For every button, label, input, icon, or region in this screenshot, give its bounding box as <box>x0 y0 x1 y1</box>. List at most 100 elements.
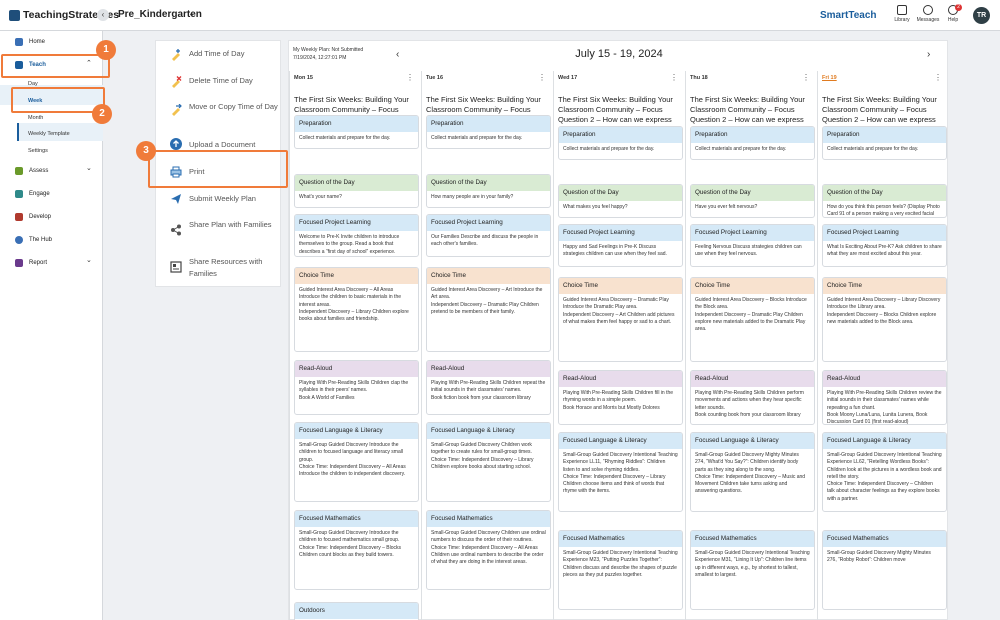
activity-card[interactable]: Choice Time Guided Interest Area Discover… <box>294 267 419 352</box>
sidebar-subitem-month[interactable]: Month <box>28 115 44 121</box>
activity-card[interactable]: Read-Aloud Playing With Pre-Reading Skill… <box>426 360 551 415</box>
library-icon <box>897 5 907 15</box>
activity-card[interactable]: Choice Time Guided Interest Area Discover… <box>690 277 815 362</box>
sidebar-subitem-settings[interactable]: Settings <box>28 148 48 154</box>
menu-item-upload-a-document[interactable]: Upload a Document <box>156 138 282 162</box>
sidebar-item-report[interactable]: Report <box>15 259 47 267</box>
sidebar-item-label: Report <box>29 260 48 266</box>
activity-description: Small-Group Guided Discovery Intentional… <box>695 550 810 578</box>
activity-card[interactable]: Preparation Collect materials and prepare… <box>558 126 683 160</box>
activity-card[interactable]: Question of the Day How do you think this… <box>822 184 947 218</box>
sidebar-item-label: The Hub <box>29 237 53 243</box>
activity-card[interactable]: Focused Project Learning What Is Exciting… <box>822 224 947 267</box>
activity-card[interactable]: Focused Language & Literacy Small-Group G… <box>426 422 551 502</box>
activity-category: Choice Time <box>823 278 946 294</box>
activity-card[interactable]: Read-Aloud Playing With Pre-Reading Skill… <box>690 370 815 425</box>
activity-card[interactable]: Focused Language & Literacy Small-Group G… <box>294 422 419 502</box>
avatar[interactable]: TR <box>973 7 990 24</box>
sidebar-item-teach[interactable]: Teach <box>15 61 46 69</box>
menu-item-label: Share Resources with Families <box>189 257 263 278</box>
activity-card[interactable]: Question of the Day Have you ever felt ne… <box>690 184 815 218</box>
activity-card[interactable]: Focused Mathematics Small-Group Guided Di… <box>690 530 815 610</box>
teachingstrategies-logo[interactable]: TeachingStrategies <box>9 9 119 21</box>
menu-item-submit-weekly-plan[interactable]: Submit Weekly Plan <box>156 192 282 216</box>
activity-category: Read-Aloud <box>691 371 814 387</box>
previous-week-button[interactable]: ‹ <box>396 49 400 60</box>
activity-card[interactable]: Focused Mathematics Small-Group Guided Di… <box>822 530 947 610</box>
activity-description: Guided Interest Area Discovery – Art Int… <box>431 287 543 315</box>
menu-item-add-time-of-day[interactable]: Add Time of Day <box>156 47 282 71</box>
activity-category: Focused Mathematics <box>691 531 814 547</box>
activity-card[interactable]: Focused Language & Literacy Small-Group G… <box>822 432 947 512</box>
activity-category: Focused Mathematics <box>823 531 946 547</box>
activity-category: Focused Mathematics <box>559 531 682 547</box>
kebab-menu-icon[interactable]: ⋮ <box>538 73 546 82</box>
activity-card[interactable]: Read-Aloud Playing With Pre-Reading Skill… <box>294 360 419 415</box>
kebab-menu-icon[interactable]: ⋮ <box>670 73 678 82</box>
sidebar-item-the-hub[interactable]: The Hub <box>15 236 52 244</box>
activity-card[interactable]: Preparation Collect materials and prepare… <box>822 126 947 160</box>
messages-button[interactable]: Messages <box>916 4 940 23</box>
activity-card[interactable]: Preparation Collect materials and prepare… <box>690 126 815 160</box>
activity-card[interactable]: Focused Language & Literacy Small-Group G… <box>558 432 683 512</box>
activity-card[interactable]: Question of the Day What makes you feel h… <box>558 184 683 218</box>
next-week-button[interactable]: › <box>927 49 931 60</box>
activity-card[interactable]: Question of the Day How many people are i… <box>426 174 551 208</box>
sidebar-subitem-weekly-template[interactable]: Weekly Template <box>28 131 70 137</box>
activity-category: Question of the Day <box>691 185 814 201</box>
activity-card[interactable]: Read-Aloud Playing With Pre-Reading Skill… <box>822 370 947 425</box>
activity-card[interactable]: Choice Time Guided Interest Area Discover… <box>558 277 683 362</box>
menu-item-delete-time-of-day[interactable]: Delete Time of Day <box>156 74 282 98</box>
activity-card[interactable]: Focused Project Learning Our Families Des… <box>426 214 551 257</box>
plan-actions-menu: Add Time of Day Delete Time of Day Move … <box>155 40 281 287</box>
help-badge: 2 <box>955 4 962 11</box>
share-icon <box>171 224 181 236</box>
menu-item-share-resources-with-families[interactable]: Share Resources with Families <box>156 255 282 285</box>
sidebar-subitem-day[interactable]: Day <box>28 81 38 87</box>
chevron-up-icon[interactable]: ⌃ <box>86 60 92 67</box>
activity-card[interactable]: Read-Aloud Playing With Pre-Reading Skill… <box>558 370 683 425</box>
sidebar-item-engage[interactable]: Engage <box>15 190 50 198</box>
activity-card[interactable]: Choice Time Guided Interest Area Discover… <box>822 277 947 362</box>
kebab-menu-icon[interactable]: ⋮ <box>802 73 810 82</box>
smartteach-brand: SmartTeach <box>820 10 877 21</box>
activity-description: Small-Group Guided Discovery Mighty Minu… <box>695 452 806 495</box>
activity-description: Small-Group Guided Discovery Introduce t… <box>299 530 401 558</box>
activity-card[interactable]: Focused Project Learning Feeling Nervous … <box>690 224 815 267</box>
activity-description: What Is Exciting About Pre-K? Ask childr… <box>827 244 942 258</box>
activity-category: Focused Project Learning <box>691 225 814 241</box>
activity-card[interactable]: Focused Mathematics Small-Group Guided Di… <box>426 510 551 590</box>
sidebar-subitem-week[interactable]: Week <box>28 98 43 104</box>
chevron-down-icon[interactable]: ⌄ <box>188 8 196 18</box>
kebab-menu-icon[interactable]: ⋮ <box>406 73 414 82</box>
activity-card[interactable]: Question of the Day What's your name? <box>294 174 419 208</box>
messages-label: Messages <box>916 17 940 23</box>
menu-item-print[interactable]: Print <box>156 165 282 189</box>
activity-card[interactable]: Choice Time Guided Interest Area Discover… <box>426 267 551 352</box>
sidebar-item-label: Assess <box>29 168 49 174</box>
activity-card[interactable]: Focused Project Learning Welcome to Pre-K… <box>294 214 419 257</box>
class-selector[interactable]: Pre_Kindergarten <box>118 9 202 20</box>
collapse-sidebar-button[interactable]: ‹ <box>97 9 109 21</box>
activity-description: Feeling Nervous Discuss strategies child… <box>695 244 802 258</box>
activity-category: Question of the Day <box>427 175 550 191</box>
activity-card[interactable]: Focused Mathematics Small-Group Guided Di… <box>558 530 683 610</box>
chevron-down-icon[interactable]: ⌄ <box>86 165 92 172</box>
activity-card[interactable]: Focused Language & Literacy Small-Group G… <box>690 432 815 512</box>
activity-card[interactable]: Outdoors <box>294 602 419 620</box>
sidebar-item-assess[interactable]: Assess <box>15 167 48 175</box>
sidebar-item-home[interactable]: Home <box>15 38 45 46</box>
menu-item-share-plan-with-families[interactable]: Share Plan with Families <box>156 218 282 248</box>
sidebar-item-develop[interactable]: Develop <box>15 213 51 221</box>
activity-card[interactable]: Preparation Collect materials and prepare… <box>426 115 551 149</box>
sidebar-item-label: Teach <box>29 62 46 68</box>
library-button[interactable]: Library <box>890 4 914 23</box>
submit-icon <box>171 194 181 204</box>
activity-card[interactable]: Focused Project Learning Happy and Sad Fe… <box>558 224 683 267</box>
activity-card[interactable]: Preparation Collect materials and prepare… <box>294 115 419 149</box>
chevron-down-icon[interactable]: ⌄ <box>86 257 92 264</box>
menu-item-move-or-copy-time-of-day[interactable]: Move or Copy Time of Day <box>156 100 282 132</box>
kebab-menu-icon[interactable]: ⋮ <box>934 73 942 82</box>
activity-card[interactable]: Focused Mathematics Small-Group Guided Di… <box>294 510 419 590</box>
activity-description: Collect materials and prepare for the da… <box>431 135 523 141</box>
